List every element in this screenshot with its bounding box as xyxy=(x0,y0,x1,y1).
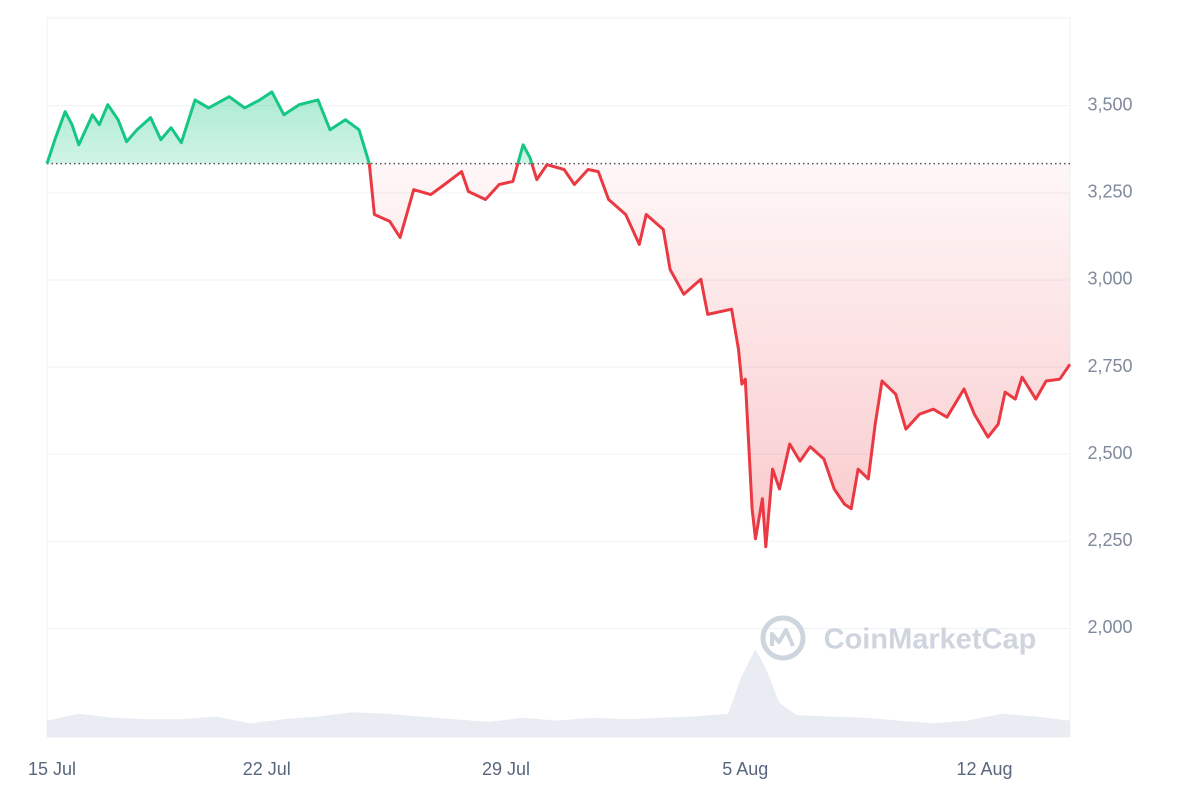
watermark-icon-line xyxy=(770,628,795,647)
y-tick-label: 2,500 xyxy=(1087,443,1132,463)
x-tick-label: 12 Aug xyxy=(957,759,1013,779)
y-tick-label: 3,250 xyxy=(1087,182,1132,202)
y-tick-label: 2,750 xyxy=(1087,356,1132,376)
volume-area xyxy=(47,649,1070,737)
price-area xyxy=(47,91,1070,547)
y-tick-label: 2,000 xyxy=(1087,617,1132,637)
y-tick-label: 2,250 xyxy=(1087,530,1132,550)
watermark: CoinMarketCap xyxy=(760,615,1037,661)
x-tick-label: 5 Aug xyxy=(722,759,768,779)
x-tick-label: 29 Jul xyxy=(482,759,530,779)
watermark-text: CoinMarketCap xyxy=(824,624,1037,656)
x-tick-label: 15 Jul xyxy=(28,759,76,779)
x-tick-label: 22 Jul xyxy=(243,759,291,779)
y-tick-label: 3,000 xyxy=(1087,269,1132,289)
watermark-icon xyxy=(760,615,806,661)
price-line xyxy=(45,90,1072,549)
y-tick-label: 3,500 xyxy=(1087,95,1132,115)
